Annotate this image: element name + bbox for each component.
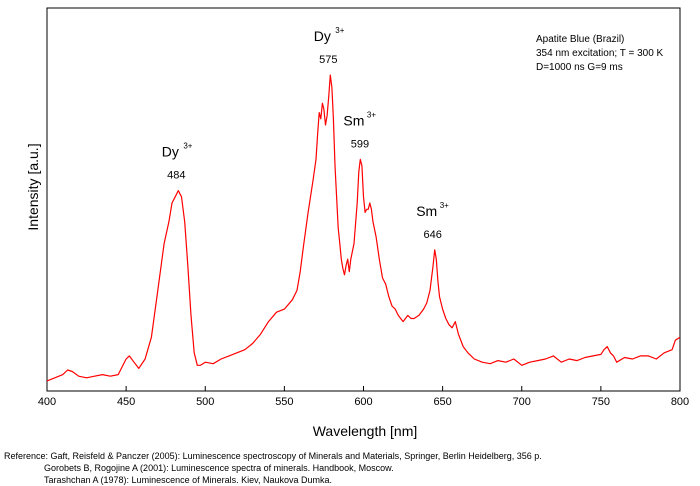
luminescence-chart: 400 450 500 550 600 650 700 750 800 Dy 3+ 484 Dy 3+ 5… [25, 7, 689, 439]
x-tick-label: 600 [354, 396, 372, 408]
x-tick-label: 650 [433, 396, 451, 408]
spectrum-line [46, 74, 681, 382]
sample-info: Apatite Blue (Brazil) 354 nm excitation; … [536, 34, 664, 73]
x-tick-label: 400 [38, 396, 56, 408]
peak-ion-label: Dy [314, 28, 331, 44]
reference-line: Gorobets B, Rogojine A (2001): Luminesce… [44, 463, 394, 473]
x-tick-label: 800 [671, 396, 689, 408]
reference-line: Tarashchan A (1978): Luminescence of Min… [44, 475, 332, 485]
peak-ion-label: Dy [162, 144, 179, 160]
x-tick-label: 700 [513, 396, 531, 408]
info-line: Apatite Blue (Brazil) [536, 34, 624, 45]
peak-annotation: Dy 3+ 484 [162, 142, 193, 182]
peak-charge-label: 3+ [440, 201, 449, 210]
y-axis-label: Intensity [a.u.] [25, 143, 41, 230]
peak-ion-label: Sm [343, 112, 364, 128]
peak-charge-label: 3+ [367, 110, 376, 119]
peak-wavelength-label: 484 [167, 170, 185, 182]
peak-annotation: Sm 3+ 599 [343, 110, 376, 150]
peak-wavelength-label: 575 [319, 54, 337, 66]
peak-ion-label: Sm [416, 203, 437, 219]
peak-charge-label: 3+ [183, 142, 192, 151]
reference-line: Reference: Gaft, Reisfeld & Panczer (200… [4, 451, 542, 461]
peak-wavelength-label: 646 [424, 229, 442, 241]
peak-charge-label: 3+ [335, 26, 344, 35]
peak-annotation: Dy 3+ 575 [314, 26, 345, 66]
x-axis-label: Wavelength [nm] [313, 423, 418, 439]
info-line: 354 nm excitation; T = 300 K [536, 48, 664, 59]
x-tick-label: 750 [592, 396, 610, 408]
x-tick-label: 550 [275, 396, 293, 408]
x-tick-label: 450 [117, 396, 135, 408]
x-tick-label: 500 [196, 396, 214, 408]
references: Reference: Gaft, Reisfeld & Panczer (200… [4, 450, 542, 486]
info-line: D=1000 ns G=9 ms [536, 62, 623, 73]
x-axis-ticks [46, 386, 681, 391]
peak-annotation: Sm 3+ 646 [416, 201, 449, 241]
peak-wavelength-label: 599 [351, 138, 369, 150]
x-axis-tick-labels: 400 450 500 550 600 650 700 750 800 [38, 396, 689, 408]
